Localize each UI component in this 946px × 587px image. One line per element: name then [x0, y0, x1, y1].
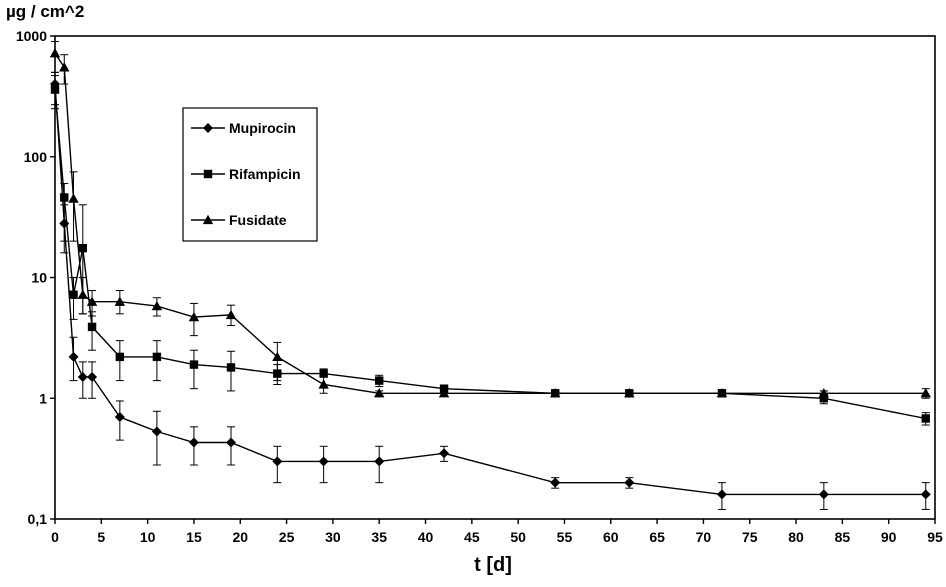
fusidate-point	[225, 309, 237, 320]
fusidate-point	[550, 388, 561, 398]
x-tick-label: 80	[788, 529, 804, 545]
fusidate-point	[818, 388, 830, 398]
rifampicin-point	[78, 243, 87, 253]
x-tick-label: 75	[742, 529, 758, 545]
mupirocin-point	[151, 426, 162, 437]
fusidate-point	[68, 193, 79, 203]
legend-label-mupirocin: Mupirocin	[229, 120, 296, 136]
x-tick-label: 15	[186, 529, 202, 545]
x-tick-label: 95	[927, 529, 943, 545]
y-axis-label: µg / cm^2	[6, 2, 85, 21]
legend-label-rifampicin: Rifampicin	[229, 166, 301, 182]
rifampicin-point	[921, 414, 930, 423]
fusidate-point	[920, 388, 931, 398]
y-tick-label: 10	[31, 270, 47, 286]
rifampicin-point	[152, 352, 162, 362]
fusidate-line	[54, 52, 926, 394]
fusidate-point	[151, 300, 163, 311]
x-tick-label: 20	[232, 529, 248, 545]
mupirocin-point	[818, 489, 829, 500]
x-axis-label: t [d]	[474, 554, 512, 576]
mupirocin-point	[68, 351, 79, 362]
x-tick-label: 40	[418, 529, 434, 545]
fusidate-point	[318, 379, 329, 389]
fusidate-point	[49, 48, 61, 58]
legend-marker-fusidate	[202, 214, 214, 225]
x-tick-label: 70	[696, 529, 712, 545]
rifampicin-point	[115, 352, 125, 362]
x-tick-label: 35	[371, 529, 387, 545]
x-tick-label: 5	[97, 529, 105, 545]
fusidate-point	[86, 296, 98, 306]
mupirocin-point	[439, 448, 450, 459]
y-tick-label: 100	[24, 149, 48, 165]
fusidate-point	[188, 311, 200, 322]
legend-label-fusidate: Fusidate	[229, 212, 287, 228]
mupirocin-point	[226, 437, 236, 448]
legend-marker-mupirocin	[203, 123, 213, 133]
x-tick-label: 0	[51, 529, 59, 545]
mupirocin-point	[77, 371, 88, 382]
x-tick-label: 30	[325, 529, 341, 545]
fusidate-point	[624, 388, 635, 398]
mupirocin-point	[87, 371, 98, 382]
rifampicin-point	[375, 376, 384, 385]
mupirocin-point	[114, 411, 125, 422]
rifampicin-point	[87, 322, 97, 332]
fusidate-point	[438, 388, 450, 398]
rifampicin-point	[226, 363, 236, 372]
rifampicin-point	[60, 193, 69, 202]
fusidate-point	[114, 296, 126, 306]
x-tick-label: 25	[279, 529, 295, 545]
rifampicin-point	[50, 85, 60, 94]
mupirocin-point	[188, 437, 199, 448]
rifampicin-point	[69, 290, 78, 299]
x-tick-label: 85	[835, 529, 851, 545]
fusidate-point	[716, 388, 728, 398]
mupirocin-point	[920, 489, 931, 500]
fusidate-point	[272, 351, 283, 362]
y-tick-label: 1	[39, 390, 47, 406]
fusidate-point	[59, 62, 70, 72]
mupirocin-point	[716, 489, 727, 500]
mupirocin-point	[550, 477, 561, 488]
rifampicin-point	[819, 394, 829, 403]
mupirocin-point	[624, 477, 635, 488]
y-tick-label: 1000	[16, 28, 47, 44]
legend-marker-rifampicin	[203, 169, 213, 179]
rifampicin-point	[319, 369, 328, 378]
x-tick-label: 65	[649, 529, 665, 545]
x-tick-label: 90	[881, 529, 897, 545]
x-tick-label: 55	[557, 529, 573, 545]
y-tick-label: 0,1	[28, 511, 48, 527]
mupirocin-point	[272, 456, 283, 467]
x-tick-label: 60	[603, 529, 619, 545]
x-tick-label: 50	[510, 529, 526, 545]
x-tick-label: 10	[140, 529, 156, 545]
fusidate-point	[374, 388, 385, 398]
mupirocin-point	[318, 456, 329, 467]
x-tick-label: 45	[464, 529, 480, 545]
mupirocin-point	[374, 456, 385, 467]
fusidate-point	[77, 289, 88, 299]
rifampicin-point	[189, 360, 199, 369]
